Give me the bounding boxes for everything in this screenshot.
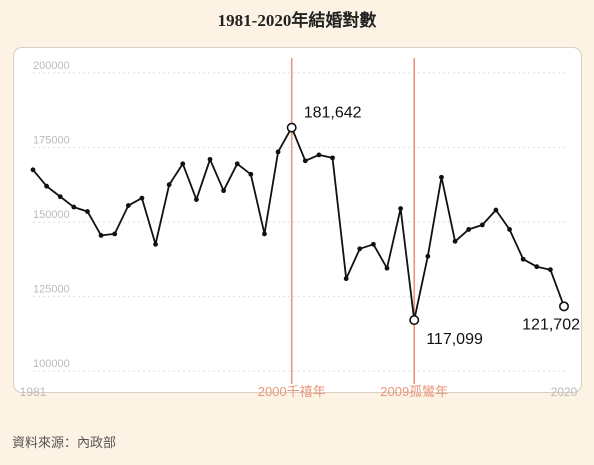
data-point-2008 [398, 206, 404, 211]
data-label-2009: 117,099 [426, 331, 483, 348]
data-point-1997 [248, 171, 254, 177]
series-line [32, 126, 565, 322]
data-point-1987 [112, 231, 118, 237]
data-point-2018 [534, 264, 540, 270]
data-label-2020: 121,702 [522, 316, 580, 333]
data-point-2019 [547, 267, 553, 273]
highlight-point-2020 [558, 301, 569, 312]
data-point-1985 [85, 209, 90, 214]
data-point-1988 [125, 203, 131, 208]
chart-title: 1981-2020年結婚對數 [217, 11, 377, 30]
data-point-1983 [57, 194, 63, 200]
y-tick-label: 200000 [33, 60, 70, 72]
data-point-1981 [30, 167, 36, 173]
highlight-point-2000 [286, 122, 297, 133]
event-markers: 2000千禧年 2009孤鸞年 [258, 58, 448, 399]
data-point-2007 [384, 265, 390, 271]
data-point-2001 [302, 158, 308, 164]
data-point-1995 [221, 188, 227, 194]
y-tick-label: 125000 [33, 284, 70, 296]
data-point-2004 [343, 276, 349, 282]
data-point-2012 [452, 238, 458, 244]
data-point-1982 [44, 183, 50, 189]
data-point-2013 [466, 227, 472, 232]
data-point-1986 [98, 232, 104, 238]
y-tick-label: 100000 [33, 358, 70, 370]
data-point-2016 [507, 227, 512, 232]
event-marker-label-2000: 2000千禧年 [258, 384, 326, 399]
x-tick-label-end: 2020 [551, 385, 578, 399]
highlight-point-2009 [409, 315, 420, 326]
data-point-1991 [166, 182, 172, 188]
data-point-2005 [357, 246, 363, 252]
series-line-layer [32, 126, 565, 322]
data-point-2015 [493, 207, 499, 213]
data-point-1984 [71, 204, 77, 210]
y-tick-label: 175000 [33, 134, 70, 146]
data-point-1992 [180, 161, 186, 167]
data-point-2010 [425, 253, 431, 259]
event-marker-label-2009: 2009孤鸞年 [380, 384, 448, 399]
data-label-2000: 181,642 [304, 105, 362, 122]
data-point-1994 [207, 156, 213, 162]
data-point-2011 [439, 174, 444, 180]
data-point-2006 [370, 241, 376, 247]
data-point-1996 [234, 161, 240, 167]
source-note: 資料來源：內政部 [12, 435, 117, 450]
data-annotations: 181,642 117,099 121,702 [304, 105, 580, 348]
data-point-2017 [520, 256, 526, 262]
data-point-1993 [193, 197, 199, 203]
data-points [30, 122, 569, 326]
y-tick-label: 150000 [33, 209, 70, 221]
data-point-1999 [275, 149, 281, 155]
data-point-1998 [262, 231, 267, 237]
data-point-2014 [479, 222, 485, 228]
data-point-1989 [139, 195, 145, 201]
y-axis-ticks: 100000 125000 150000 175000 200000 [33, 60, 70, 370]
data-point-2002 [316, 152, 322, 158]
x-axis-ticks: 1981 2020 [20, 385, 578, 399]
data-point-2003 [330, 155, 335, 161]
data-point-1990 [153, 241, 158, 247]
x-tick-label-start: 1981 [20, 385, 47, 399]
